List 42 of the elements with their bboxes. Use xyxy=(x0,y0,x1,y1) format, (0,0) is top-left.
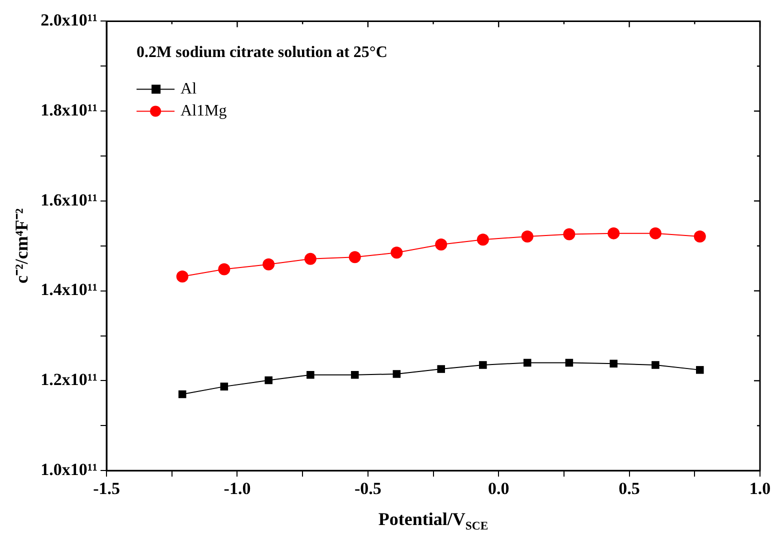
y-tick-label: 1.4x10¹¹ xyxy=(40,280,98,300)
point xyxy=(696,366,704,374)
point xyxy=(563,228,576,240)
point xyxy=(649,227,662,240)
point xyxy=(608,227,620,240)
point xyxy=(348,251,361,264)
legend-label: Al xyxy=(180,80,198,98)
point xyxy=(437,365,445,373)
point xyxy=(264,376,272,384)
point xyxy=(178,390,186,398)
y-axis-title: c⁻²/cm⁴F⁻² xyxy=(11,208,32,284)
x-tick-label: 1.0 xyxy=(749,479,771,498)
point xyxy=(220,382,228,390)
point xyxy=(392,370,401,378)
point xyxy=(218,263,230,276)
point xyxy=(479,361,487,369)
x-tick-label: 0.0 xyxy=(488,479,510,498)
point xyxy=(435,238,448,251)
point xyxy=(652,361,660,369)
y-tick-label: 1.2x10¹¹ xyxy=(40,370,98,390)
point xyxy=(610,360,618,368)
point xyxy=(476,234,489,246)
point xyxy=(304,252,316,265)
y-tick-label: 1.0x10¹¹ xyxy=(40,460,98,479)
point xyxy=(521,230,534,242)
annotation: 0.2M sodium citrate solution at 25°C xyxy=(136,44,388,62)
x-tick-label: -1.0 xyxy=(224,479,251,498)
point xyxy=(306,370,314,379)
point xyxy=(350,370,359,379)
x-tick-label: 0.5 xyxy=(618,479,640,498)
y-tick-label: 1.8x10¹¹ xyxy=(40,100,98,120)
y-tick-label: 2.0x10¹¹ xyxy=(40,10,98,30)
point xyxy=(523,358,532,367)
point xyxy=(262,258,275,270)
x-tick-label: -0.5 xyxy=(354,479,382,498)
point xyxy=(176,270,188,282)
point xyxy=(565,358,574,367)
legend-label: Al1Mg xyxy=(180,102,227,120)
point xyxy=(390,246,403,259)
x-tick-label: -1.5 xyxy=(93,479,120,498)
y-tick-label: 1.6x10¹¹ xyxy=(40,190,98,210)
point xyxy=(694,230,706,242)
